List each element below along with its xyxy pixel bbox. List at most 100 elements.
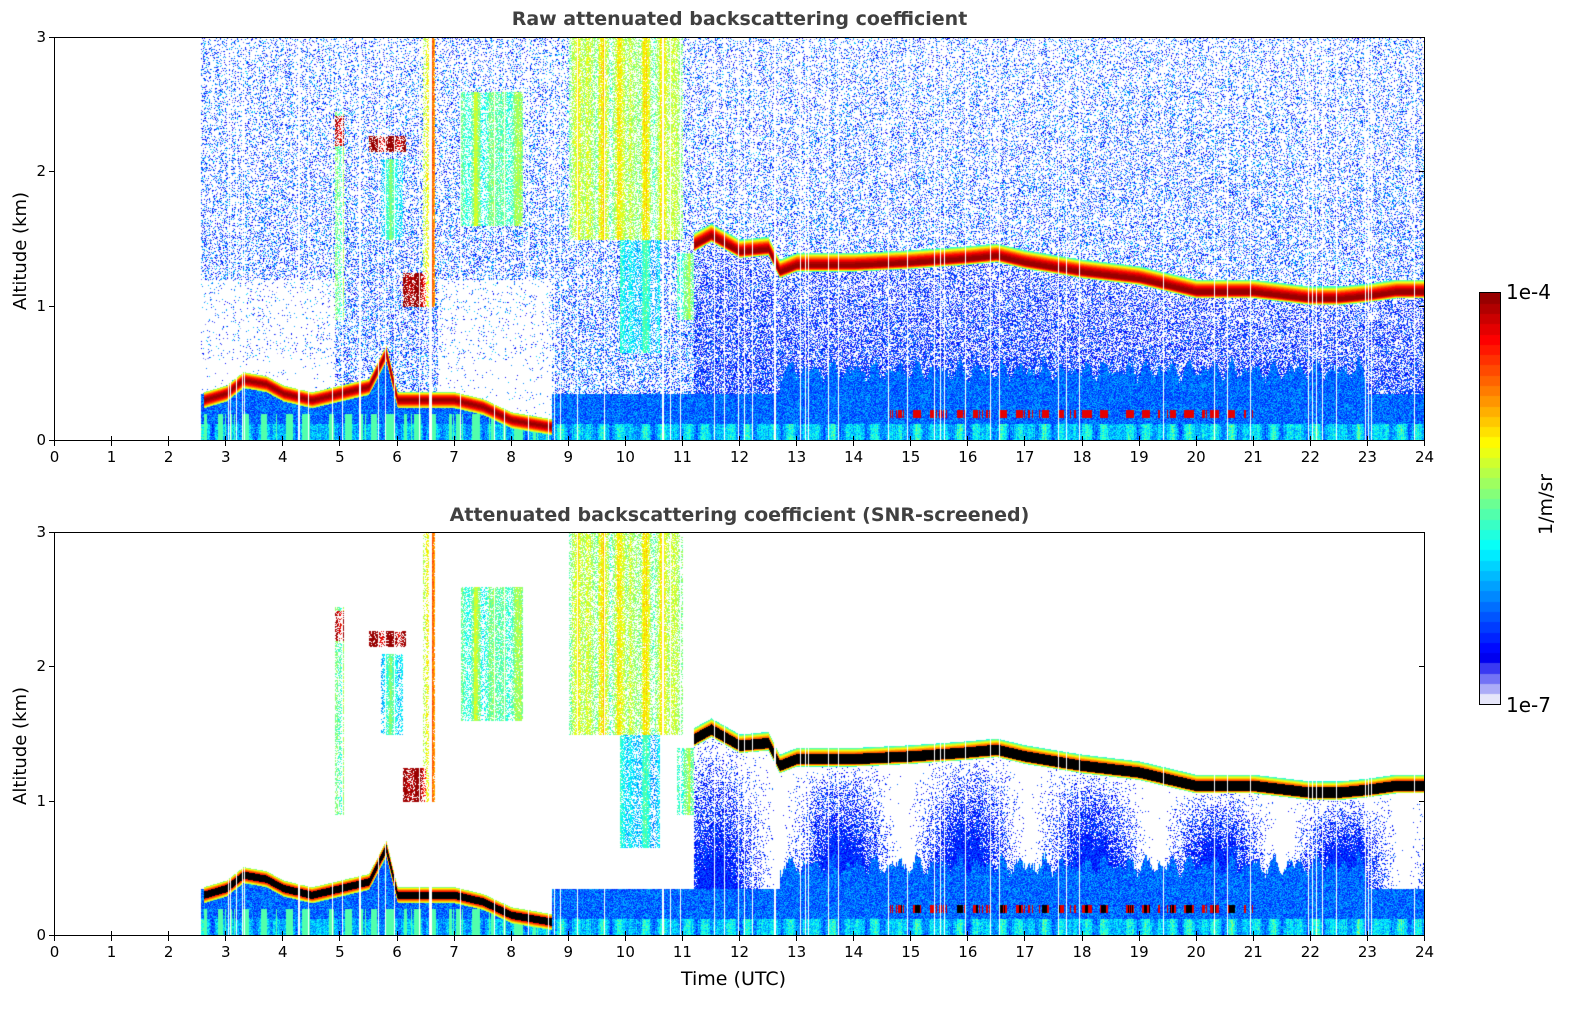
x-tick-mark — [54, 936, 55, 941]
y-tick-label: 1 — [36, 296, 46, 315]
top-chart-title: Raw attenuated backscattering coefficien… — [511, 8, 968, 30]
x-tick-label: 24 — [1414, 943, 1435, 961]
x-tick-label: 17 — [1015, 943, 1035, 961]
x-tick-mark — [1138, 936, 1140, 941]
x-tick-label: 8 — [506, 448, 516, 466]
x-tick-mark — [339, 441, 341, 446]
y-tick-mark — [49, 666, 54, 668]
x-tick-label: 24 — [1414, 448, 1435, 466]
x-tick-mark-inner — [1252, 931, 1254, 936]
x-tick-mark-inner — [1081, 931, 1083, 936]
x-tick-mark — [796, 441, 798, 446]
x-tick-mark — [910, 441, 912, 446]
x-tick-label: 20 — [1186, 448, 1206, 466]
x-tick-mark — [681, 936, 683, 941]
x-tick-label: 2 — [163, 943, 174, 961]
x-tick-mark-inner — [396, 436, 398, 441]
x-tick-mark — [567, 441, 569, 446]
x-tick-label: 8 — [506, 943, 516, 961]
x-tick-label: 16 — [958, 943, 978, 961]
x-tick-mark — [1138, 441, 1140, 446]
y-tick-label: 2 — [36, 162, 46, 181]
x-tick-mark — [567, 936, 569, 941]
x-tick-mark — [967, 441, 969, 446]
x-tick-mark-inner — [967, 931, 969, 936]
x-tick-mark — [1366, 441, 1368, 446]
y-tick-mark — [49, 171, 54, 173]
x-tick-mark-inner — [796, 436, 798, 441]
x-tick-mark — [1252, 936, 1254, 941]
x-tick-mark — [1195, 441, 1197, 446]
x-tick-mark — [339, 936, 341, 941]
x-tick-mark-inner — [967, 436, 969, 441]
y-tick-mark-right — [1419, 666, 1424, 668]
x-tick-mark — [453, 936, 455, 941]
x-tick-mark — [282, 936, 284, 941]
x-tick-mark — [624, 441, 626, 446]
y-tick-mark-right — [1419, 800, 1424, 802]
x-tick-mark — [225, 441, 227, 446]
x-tick-mark — [1309, 936, 1311, 941]
x-tick-label: 3 — [220, 448, 231, 466]
x-tick-mark-inner — [681, 931, 683, 936]
x-tick-label: 15 — [901, 448, 921, 466]
x-tick-mark-inner — [624, 931, 626, 936]
x-tick-mark — [853, 441, 855, 446]
x-tick-label: 12 — [729, 943, 750, 961]
x-tick-label: 19 — [1129, 448, 1149, 466]
x-tick-mark — [1252, 441, 1254, 446]
colorbar-max-label: 1e-4 — [1506, 280, 1551, 304]
y-tick-label: 0 — [36, 431, 46, 449]
x-tick-mark — [111, 936, 113, 941]
y-tick-mark-right — [1419, 37, 1424, 38]
x-tick-label: 17 — [1015, 448, 1035, 466]
x-tick-mark — [910, 936, 912, 941]
x-tick-label: 18 — [1072, 448, 1092, 466]
x-tick-label: 0 — [49, 448, 60, 466]
x-tick-mark — [396, 936, 398, 941]
x-tick-mark — [225, 936, 227, 941]
x-tick-label: 13 — [787, 943, 807, 961]
x-tick-mark — [168, 441, 170, 446]
x-tick-mark — [796, 936, 798, 941]
x-tick-mark-inner — [510, 931, 512, 936]
top-heatmap-axes — [54, 37, 1425, 441]
colorbar-gradient — [1480, 293, 1500, 704]
x-tick-label: 7 — [449, 448, 459, 466]
x-tick-label: 11 — [672, 943, 692, 961]
x-tick-mark — [624, 936, 626, 941]
x-tick-mark-inner — [54, 436, 55, 441]
x-tick-mark-inner — [1424, 931, 1425, 936]
x-tick-mark-inner — [739, 436, 740, 441]
x-tick-label: 13 — [787, 448, 807, 466]
x-tick-label: 1 — [106, 943, 117, 961]
x-tick-label: 21 — [1243, 448, 1263, 466]
x-tick-mark-inner — [853, 436, 855, 441]
x-tick-mark-inner — [339, 436, 341, 441]
x-tick-label: 6 — [392, 448, 402, 466]
x-tick-mark-inner — [567, 436, 569, 441]
x-tick-mark-inner — [111, 436, 113, 441]
bottom-heatmap-axes — [54, 532, 1425, 936]
top-y-axis-label: Altitude (km) — [10, 191, 31, 310]
x-tick-mark-inner — [1195, 436, 1197, 441]
x-tick-mark — [282, 441, 284, 446]
x-tick-mark-inner — [1366, 931, 1368, 936]
x-tick-label: 5 — [335, 448, 345, 466]
x-tick-label: 0 — [49, 943, 60, 961]
x-tick-mark-inner — [1138, 931, 1140, 936]
x-tick-mark — [1081, 936, 1083, 941]
x-tick-label: 2 — [163, 448, 174, 466]
y-tick-mark — [49, 532, 54, 533]
y-tick-label: 1 — [36, 791, 46, 810]
x-tick-mark-inner — [225, 436, 227, 441]
colorbar — [1479, 292, 1501, 705]
x-tick-mark-inner — [796, 931, 798, 936]
x-tick-label: 12 — [729, 448, 750, 466]
x-tick-mark-inner — [1138, 436, 1140, 441]
x-tick-label: 11 — [672, 448, 692, 466]
x-tick-mark — [1424, 936, 1425, 941]
x-tick-mark-inner — [453, 436, 455, 441]
x-tick-mark — [453, 441, 455, 446]
colorbar-label: 1/m/sr — [1535, 473, 1557, 535]
